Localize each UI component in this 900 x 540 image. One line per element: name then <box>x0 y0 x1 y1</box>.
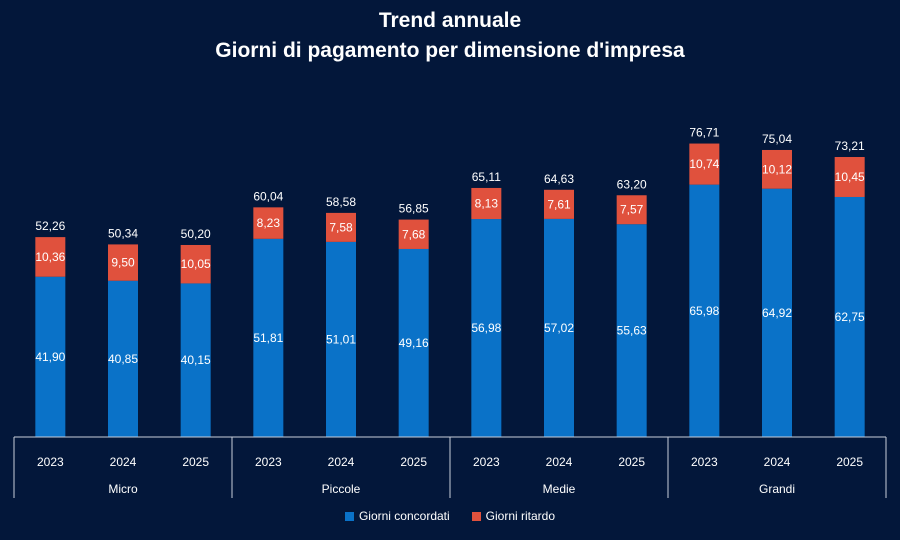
data-label-ritardo: 9,50 <box>111 256 135 270</box>
data-label-concordati: 49,16 <box>399 336 429 350</box>
data-label-ritardo: 10,36 <box>35 250 65 264</box>
data-label-ritardo: 7,61 <box>547 197 571 211</box>
x-tick-label: 2023 <box>37 455 64 469</box>
bar-concordati <box>471 219 502 437</box>
bar-concordati <box>398 248 429 437</box>
total-label: 63,20 <box>617 177 647 191</box>
total-label: 52,26 <box>35 219 65 233</box>
total-label: 65,11 <box>472 170 501 184</box>
chart-title-block: Trend annuale Giorni di pagamento per di… <box>0 6 900 66</box>
data-label-ritardo: 10,45 <box>835 170 865 184</box>
data-label-ritardo: 10,12 <box>762 162 792 176</box>
data-label-ritardo: 10,74 <box>689 157 719 171</box>
bar-concordati <box>180 283 211 437</box>
x-tick-label: 2024 <box>328 455 355 469</box>
data-label-concordati: 40,85 <box>108 352 138 366</box>
chart-title: Trend annuale <box>378 9 522 32</box>
data-label-concordati: 56,98 <box>471 321 501 335</box>
chart-legend: Giorni concordati Giorni ritardo <box>0 509 900 523</box>
total-label: 75,04 <box>762 132 792 146</box>
data-label-ritardo: 7,57 <box>620 203 644 217</box>
bar-ritardo <box>253 207 284 239</box>
data-label-ritardo: 7,68 <box>402 227 426 241</box>
x-tick-label: 2025 <box>400 455 427 469</box>
bar-concordati <box>616 224 647 437</box>
bar-concordati <box>762 188 792 437</box>
data-label-concordati: 57,02 <box>544 321 574 335</box>
total-label: 56,85 <box>399 202 429 216</box>
bar-concordati <box>689 184 720 437</box>
bar-concordati <box>108 280 138 437</box>
data-label-concordati: 51,81 <box>253 331 283 345</box>
bar-ritardo <box>180 244 211 284</box>
x-tick-label: 2025 <box>836 455 863 469</box>
group-label: Medie <box>543 482 576 496</box>
x-tick-label: 2025 <box>182 455 209 469</box>
x-tick-label: 2024 <box>764 455 791 469</box>
bar-ritardo <box>326 212 356 242</box>
legend-label-concordati: Giorni concordati <box>358 509 450 523</box>
bar-concordati <box>253 238 284 437</box>
data-label-ritardo: 7,58 <box>329 220 353 234</box>
bar-concordati <box>35 276 66 437</box>
data-label-ritardo: 10,05 <box>181 257 211 271</box>
group-label: Piccole <box>322 482 361 496</box>
x-tick-label: 2024 <box>546 455 573 469</box>
total-label: 76,71 <box>689 126 719 140</box>
x-tick-label: 2024 <box>110 455 137 469</box>
bar-ritardo <box>544 189 574 219</box>
x-tick-label: 2025 <box>618 455 645 469</box>
bar-concordati <box>544 218 574 437</box>
data-label-concordati: 40,15 <box>181 353 211 367</box>
bar-concordati <box>834 196 865 437</box>
x-tick-label: 2023 <box>255 455 282 469</box>
bar-concordati <box>326 241 356 437</box>
legend-item-concordati: Giorni concordati <box>344 509 450 523</box>
bar-ritardo <box>398 219 429 249</box>
bar-ritardo <box>762 149 792 189</box>
bar-ritardo <box>35 237 66 277</box>
data-label-concordati: 65,98 <box>689 304 719 318</box>
data-label-ritardo: 8,23 <box>257 216 281 230</box>
data-label-concordati: 64,92 <box>762 306 792 320</box>
bar-ritardo <box>689 143 720 185</box>
legend-item-ritardo: Giorni ritardo <box>471 509 556 523</box>
total-label: 50,34 <box>108 226 138 240</box>
data-label-concordati: 55,63 <box>617 324 647 338</box>
legend-swatch-concordati <box>344 511 354 521</box>
group-label: Grandi <box>759 482 795 496</box>
data-label-concordati: 51,01 <box>326 332 356 346</box>
x-tick-label: 2023 <box>473 455 500 469</box>
total-label: 58,58 <box>326 195 356 209</box>
group-label: Micro <box>108 482 138 496</box>
chart-subtitle: Giorni di pagamento per dimensione d'imp… <box>215 39 685 62</box>
data-label-concordati: 62,75 <box>835 310 865 324</box>
x-tick-label: 2023 <box>691 455 718 469</box>
bar-ritardo <box>834 157 865 197</box>
legend-label-ritardo: Giorni ritardo <box>485 509 556 523</box>
total-label: 73,21 <box>835 139 865 153</box>
bar-ritardo <box>108 244 138 281</box>
total-label: 60,04 <box>253 189 283 203</box>
bar-ritardo <box>471 187 502 220</box>
total-label: 64,63 <box>544 172 574 186</box>
total-label: 50,20 <box>181 227 211 241</box>
data-label-ritardo: 8,13 <box>475 197 499 211</box>
bar-ritardo <box>616 195 647 225</box>
data-label-concordati: 41,90 <box>35 350 65 364</box>
legend-swatch-ritardo <box>471 511 481 521</box>
